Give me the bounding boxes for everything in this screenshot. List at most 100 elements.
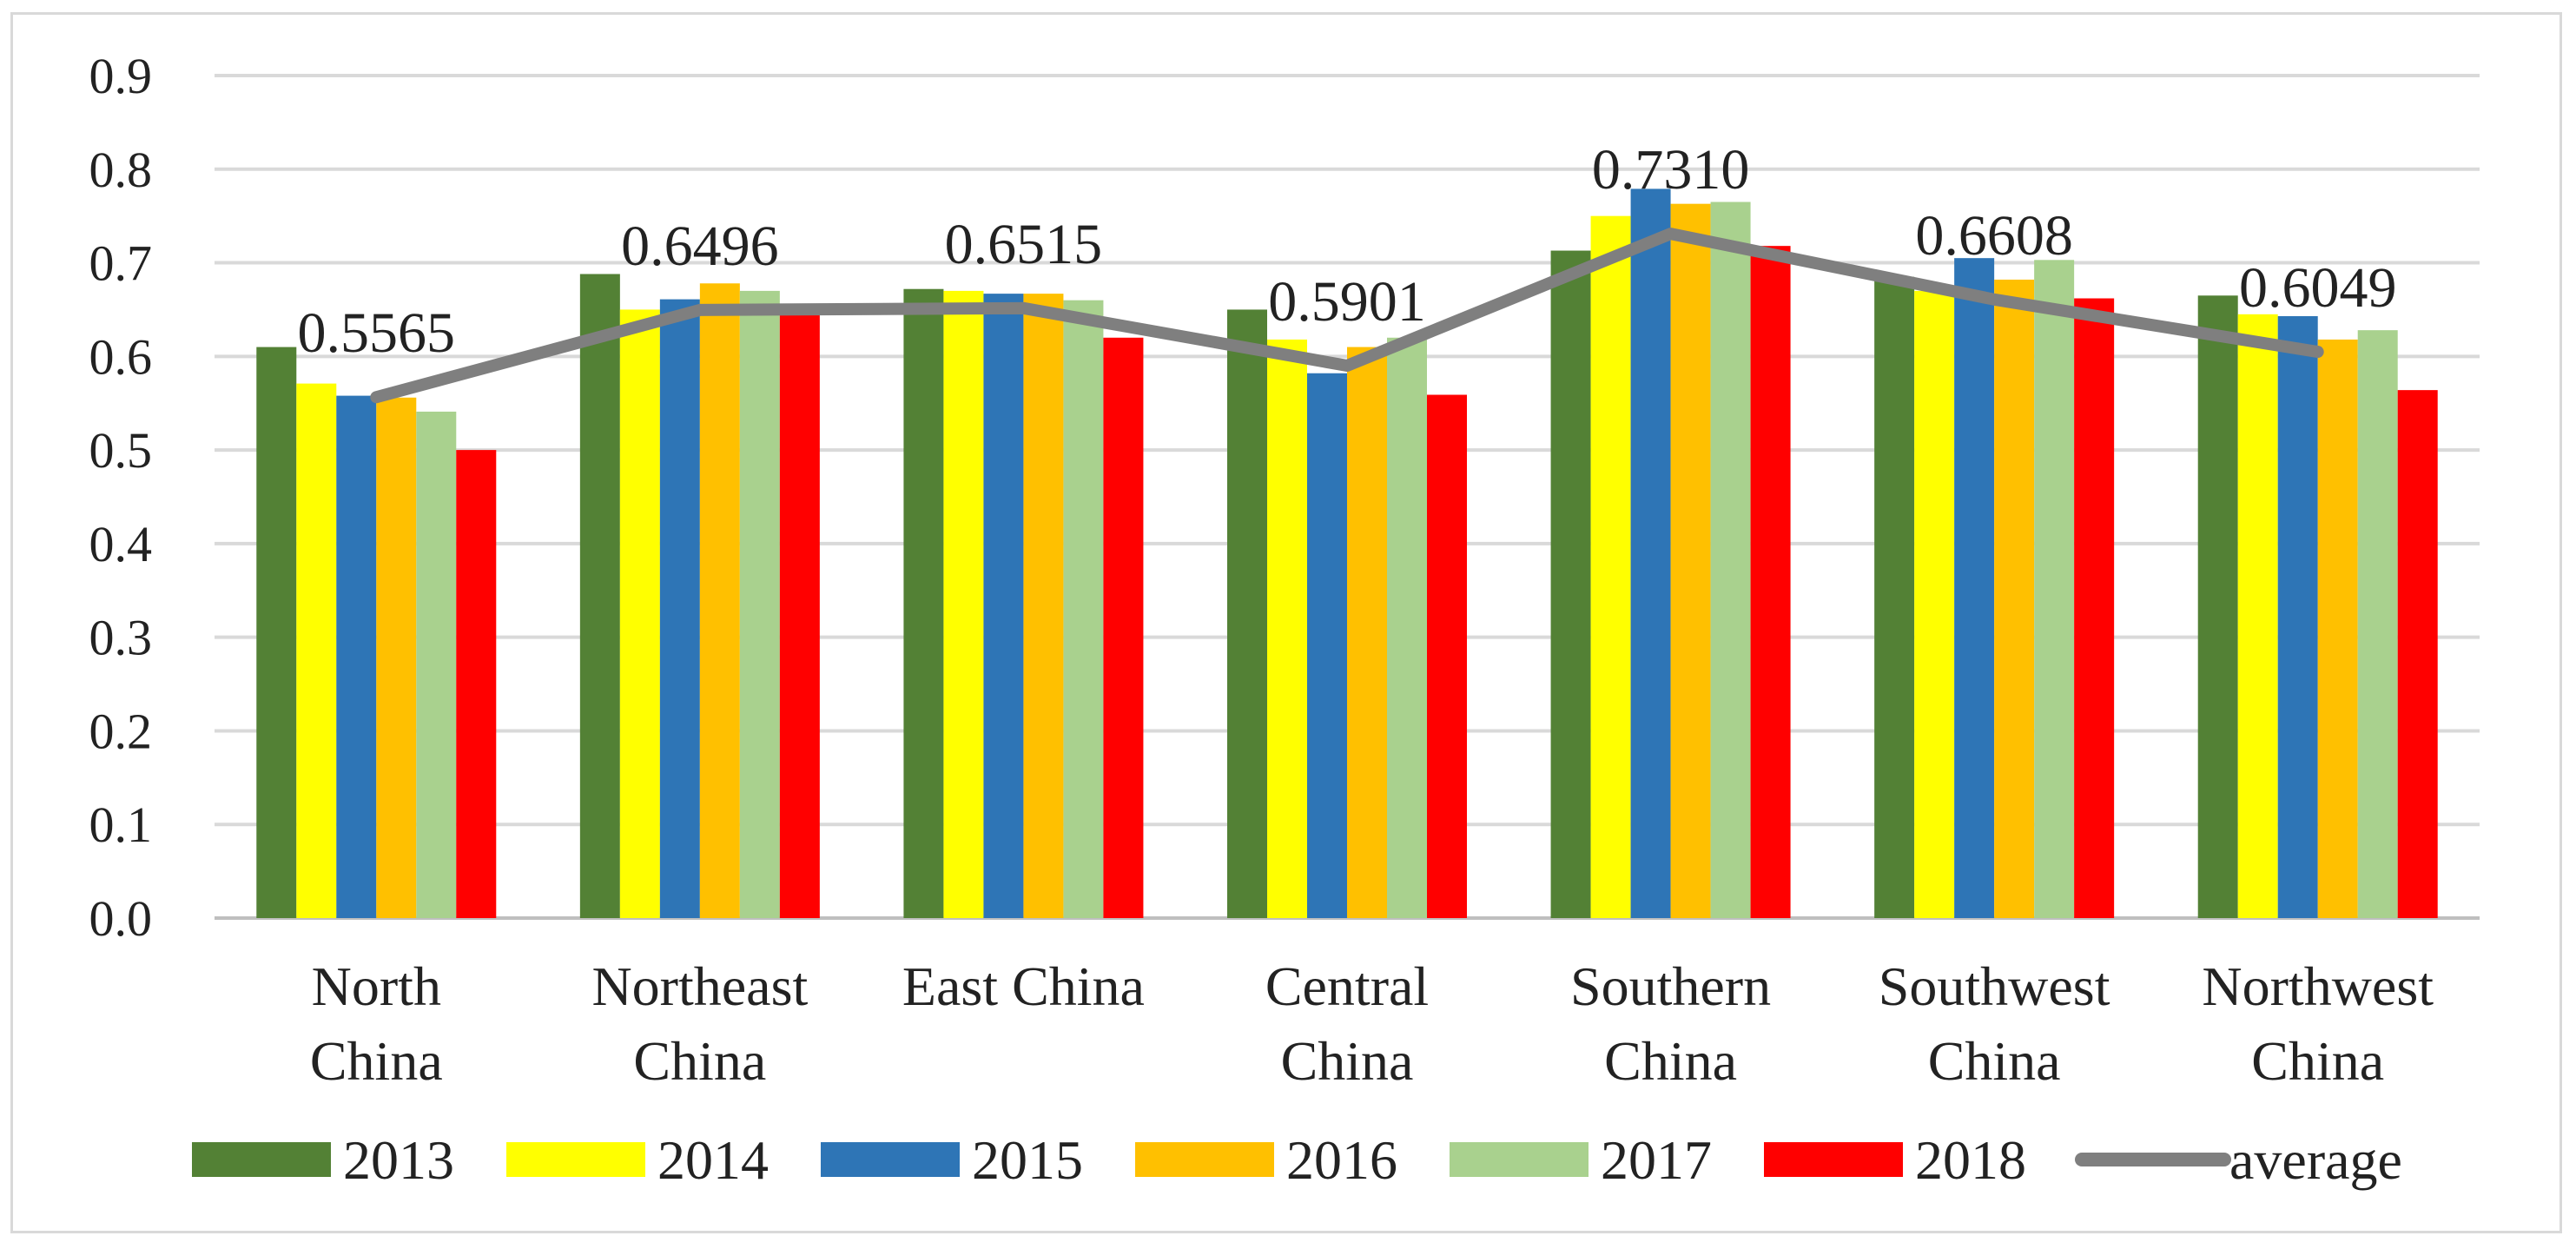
legend-label-2016: 2016	[1286, 1129, 1397, 1191]
category-label-line: Northeast	[591, 955, 808, 1017]
average-data-label: 0.6608	[1915, 204, 2073, 268]
bar-2017-3	[1387, 337, 1427, 918]
y-tick-label: 0.8	[89, 142, 153, 198]
bar-2018-5	[2074, 298, 2115, 918]
y-axis-ticks: 0.0 0.1 0.2 0.3 0.4 0.5 0.6 0.7 0.8 0.9	[89, 48, 153, 947]
average-data-label: 0.6049	[2239, 256, 2397, 320]
bar-2015-1	[659, 299, 700, 919]
legend-label-2017: 2017	[1601, 1129, 1712, 1191]
category-label: Southwest China	[1879, 955, 2110, 1092]
bar-2014-3	[1267, 339, 1307, 918]
bar-2018-0	[456, 450, 497, 918]
bar-2018-4	[1750, 246, 1791, 919]
bar-2015-6	[2277, 315, 2318, 918]
category-label-line: Southwest	[1879, 955, 2110, 1017]
bar-2015-5	[1954, 258, 1995, 919]
category-label-line: Northwest	[2202, 955, 2434, 1017]
bar-2014-6	[2237, 314, 2278, 918]
bar-2015-4	[1630, 188, 1671, 918]
bar-2017-5	[2034, 260, 2075, 918]
y-tick-label: 0.6	[89, 328, 153, 385]
bar-2015-2	[983, 294, 1024, 919]
bar-2018-6	[2397, 390, 2438, 919]
category-label: North China	[310, 955, 443, 1092]
bar-2015-0	[336, 395, 377, 919]
average-line	[370, 228, 2324, 404]
category-label: East China	[902, 955, 1145, 1017]
bar-2013-3	[1227, 309, 1267, 918]
category-label-line: Southern	[1570, 955, 1771, 1017]
legend: 2013 2014 2015 2016 2017 2018 average	[192, 1129, 2402, 1191]
chart-frame: 0.0 0.1 0.2 0.3 0.4 0.5 0.6 0.7 0.8 0.9 0.5565 0.6…	[10, 12, 2562, 1233]
average-data-label: 0.6496	[621, 215, 779, 278]
legend-swatch-2014	[506, 1142, 645, 1177]
bar-2016-6	[2317, 339, 2358, 918]
legend-swatch-2015	[821, 1142, 960, 1177]
bar-2013-2	[903, 288, 944, 918]
legend-swatch-2013	[192, 1142, 331, 1177]
y-tick-label: 0.9	[89, 48, 153, 104]
category-label-line: China	[1928, 1030, 2061, 1092]
bar-2014-0	[296, 383, 337, 919]
category-label: Central China	[1265, 955, 1429, 1092]
bar-2016-0	[376, 397, 417, 918]
bar-2013-4	[1550, 250, 1591, 918]
category-label: Northwest China	[2202, 955, 2434, 1092]
bar-2016-2	[1023, 294, 1064, 919]
average-data-label: 0.6515	[945, 213, 1103, 276]
y-tick-label: 0.7	[89, 235, 153, 292]
bar-2014-4	[1590, 215, 1631, 918]
bar-2013-6	[2197, 295, 2238, 918]
average-data-label: 0.5901	[1268, 270, 1426, 334]
category-label-line: East China	[902, 955, 1145, 1017]
bar-2018-2	[1103, 337, 1144, 918]
bar-2016-1	[699, 283, 740, 918]
bar-2016-3	[1347, 347, 1387, 918]
bar-2017-4	[1710, 202, 1751, 918]
y-tick-label: 0.2	[89, 703, 153, 759]
y-tick-label: 0.0	[89, 890, 153, 947]
bar-2013-1	[579, 274, 620, 918]
category-label-line: North	[312, 955, 441, 1017]
bar-2017-0	[416, 411, 457, 918]
y-tick-label: 0.1	[89, 796, 153, 853]
bar-2015-3	[1307, 373, 1347, 918]
category-label-line: Central	[1265, 955, 1429, 1017]
legend-label-2014: 2014	[657, 1129, 769, 1191]
bars	[256, 188, 2438, 919]
bar-2013-5	[1874, 276, 1915, 918]
x-axis-categories: North China Northeast China East China Centra…	[310, 955, 2434, 1092]
legend-swatch-2018	[1764, 1142, 1903, 1177]
chart-svg: 0.0 0.1 0.2 0.3 0.4 0.5 0.6 0.7 0.8 0.9 0.5565 0.6…	[89, 48, 2480, 1191]
y-tick-label: 0.3	[89, 610, 153, 666]
bar-2017-6	[2357, 330, 2398, 919]
y-tick-label: 0.4	[89, 516, 153, 572]
average-data-label: 0.7310	[1592, 138, 1750, 202]
legend-label-2015: 2015	[972, 1129, 1083, 1191]
legend-swatch-2017	[1450, 1142, 1589, 1177]
category-label-line: China	[633, 1030, 766, 1092]
category-label-line: China	[2251, 1030, 2384, 1092]
legend-label-2018: 2018	[1915, 1129, 2026, 1191]
bar-2018-1	[779, 311, 820, 919]
category-label-line: China	[1604, 1030, 1737, 1092]
legend-swatch-2016	[1135, 1142, 1274, 1177]
category-label: Northeast China	[591, 955, 808, 1092]
legend-label-average: average	[2229, 1129, 2402, 1191]
legend-label-2013: 2013	[343, 1129, 454, 1191]
category-label: Southern China	[1570, 955, 1771, 1092]
bar-2017-2	[1063, 300, 1104, 919]
average-line-path	[370, 228, 2324, 404]
bar-2014-1	[619, 309, 660, 918]
bar-2013-0	[256, 347, 297, 918]
bar-2017-1	[739, 290, 780, 918]
data-labels: 0.5565 0.6496 0.6515 0.5901 0.7310 0.6608 0.60…	[298, 138, 2397, 365]
category-label-line: China	[310, 1030, 443, 1092]
bar-2016-4	[1670, 203, 1711, 919]
category-label-line: China	[1281, 1030, 1414, 1092]
bar-2014-5	[1914, 290, 1955, 918]
bar-2016-5	[1994, 279, 2035, 918]
average-data-label: 0.5565	[298, 301, 456, 365]
y-tick-label: 0.5	[89, 422, 153, 479]
bar-2014-2	[943, 290, 984, 918]
